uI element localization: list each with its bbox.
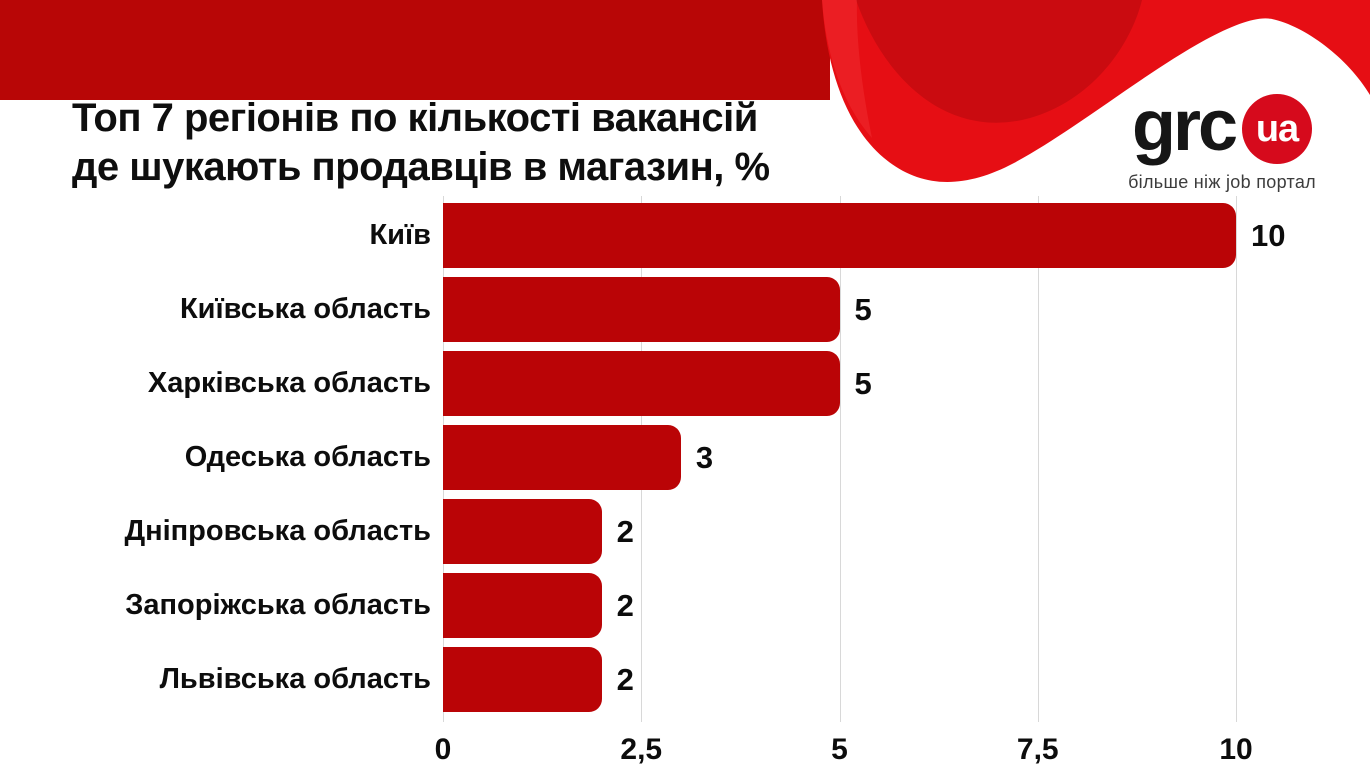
bar-row: Одеська область 3 (60, 425, 1363, 490)
x-tick-label: 2,5 (620, 733, 663, 766)
bar-track: 5 (443, 351, 1363, 416)
ua-badge-label: ua (1255, 107, 1299, 150)
logo-row: grc ua (1122, 86, 1322, 166)
value-label: 2 (616, 514, 634, 549)
bar (443, 203, 1236, 268)
bar-rows: Київ 10 Київська область 5 Харківська област… (60, 203, 1363, 721)
logo-text: grc (1131, 86, 1238, 166)
value-label: 2 (616, 588, 634, 623)
value-label: 5 (854, 366, 872, 401)
bar-row: Дніпровська область 2 (60, 499, 1363, 564)
wave-inner-shade (856, 0, 1142, 123)
category-label: Київська область (179, 293, 431, 325)
logo-tagline: більше ніж job портал (1128, 172, 1316, 192)
bar-row: Київська область 5 (60, 277, 1363, 342)
bar-row: Запоріжська область 2 (60, 573, 1363, 638)
wave-highlight (822, 0, 872, 138)
chart-gridline (1236, 196, 1237, 722)
grc-ua-logo: grc ua більше ніж job портал (1122, 86, 1322, 193)
bar (443, 425, 681, 490)
value-label: 3 (695, 440, 714, 475)
bar-track: 5 (443, 277, 1363, 342)
bar-row: Київ 10 (60, 203, 1363, 268)
bar-track: 3 (443, 425, 1363, 490)
chart-gridline (839, 196, 841, 722)
category-label: Запоріжська область (125, 589, 431, 621)
bar-track: 2 (443, 647, 1363, 712)
bar-row: Харківська область 5 (60, 351, 1363, 416)
bar (443, 351, 840, 416)
x-tick-label: 10 (1219, 733, 1253, 766)
category-label: Київ (369, 219, 431, 251)
bar-track: 2 (443, 499, 1363, 564)
bar-row: Львівська область 2 (60, 647, 1363, 712)
bar (443, 499, 602, 564)
category-label: Харківська область (147, 367, 431, 399)
bar (443, 647, 602, 712)
chart-gridline (1037, 196, 1039, 722)
bar (443, 277, 840, 342)
top-red-band (0, 0, 830, 100)
value-label: 5 (854, 292, 872, 327)
x-tick-label: 7,5 (1016, 733, 1059, 766)
page-title: Топ 7 регіонів по кількості вакансій де … (72, 94, 770, 192)
category-label: Львівська область (159, 663, 431, 695)
category-label: Одеська область (184, 441, 431, 473)
value-label: 2 (616, 662, 634, 697)
category-label: Дніпровська область (124, 515, 431, 547)
value-label: 10 (1251, 218, 1286, 253)
bar-track: 10 (443, 203, 1363, 268)
x-tick-label: 0 (434, 733, 452, 766)
header-wave-graphic (822, 0, 1370, 182)
wave-shape (822, 0, 1370, 182)
bar-track: 2 (443, 573, 1363, 638)
x-axis: 0 2,5 5 7,5 10 (435, 733, 1253, 773)
page-title-line2: де шукають продавців в магазин, % (72, 145, 770, 189)
ua-badge: ua (1242, 94, 1313, 164)
page-title-line1: Топ 7 регіонів по кількості вакансій (72, 96, 758, 140)
bar (443, 573, 602, 638)
x-tick-label: 5 (831, 733, 848, 766)
